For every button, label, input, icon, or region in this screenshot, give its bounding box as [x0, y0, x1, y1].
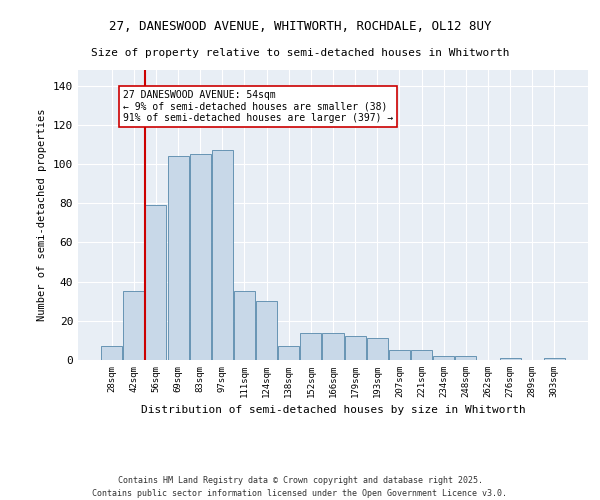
- Bar: [124, 292, 145, 360]
- Bar: [190, 154, 211, 360]
- Text: Contains HM Land Registry data © Crown copyright and database right 2025.
Contai: Contains HM Land Registry data © Crown c…: [92, 476, 508, 498]
- Bar: [544, 358, 565, 360]
- Bar: [367, 338, 388, 360]
- Text: 27, DANESWOOD AVENUE, WHITWORTH, ROCHDALE, OL12 8UY: 27, DANESWOOD AVENUE, WHITWORTH, ROCHDAL…: [109, 20, 491, 33]
- Bar: [167, 156, 188, 360]
- Bar: [344, 336, 365, 360]
- Bar: [500, 358, 521, 360]
- Bar: [256, 301, 277, 360]
- Bar: [455, 356, 476, 360]
- Bar: [433, 356, 454, 360]
- Bar: [322, 332, 344, 360]
- Bar: [145, 205, 166, 360]
- Y-axis label: Number of semi-detached properties: Number of semi-detached properties: [37, 109, 47, 322]
- Bar: [212, 150, 233, 360]
- Bar: [101, 346, 122, 360]
- X-axis label: Distribution of semi-detached houses by size in Whitworth: Distribution of semi-detached houses by …: [140, 406, 526, 415]
- Bar: [278, 346, 299, 360]
- Bar: [301, 332, 322, 360]
- Bar: [234, 292, 255, 360]
- Text: Size of property relative to semi-detached houses in Whitworth: Size of property relative to semi-detach…: [91, 48, 509, 58]
- Bar: [411, 350, 432, 360]
- Text: 27 DANESWOOD AVENUE: 54sqm
← 9% of semi-detached houses are smaller (38)
91% of : 27 DANESWOOD AVENUE: 54sqm ← 9% of semi-…: [123, 90, 393, 123]
- Bar: [389, 350, 410, 360]
